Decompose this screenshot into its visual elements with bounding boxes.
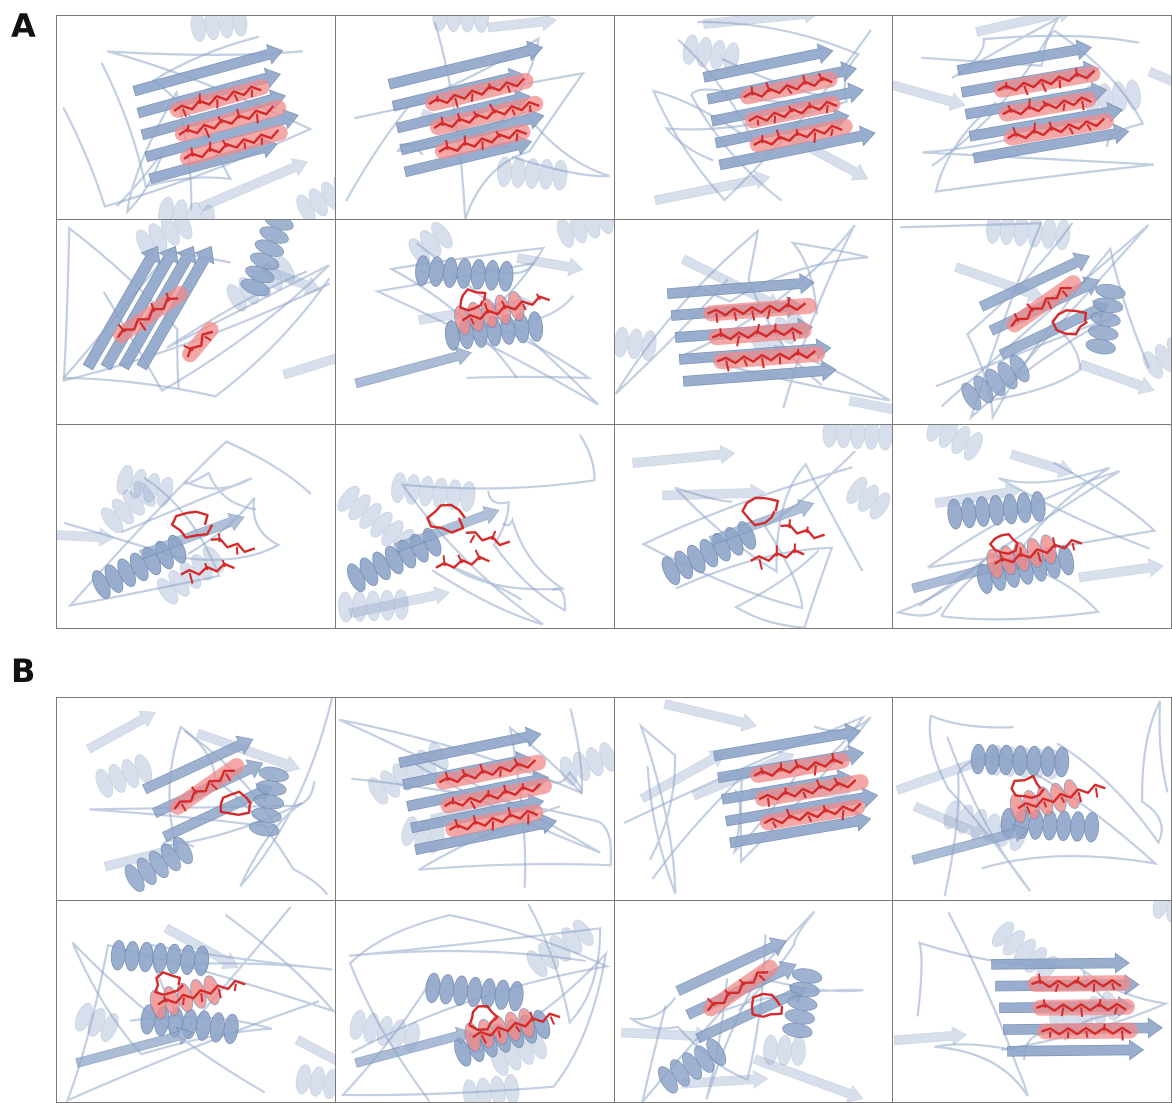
panel-a-structure-image-12 [893, 424, 1172, 629]
panel-a-structure-image-3 [614, 16, 894, 221]
panel-b-structure-image-7 [614, 900, 894, 1103]
panel-b-structure-image-2 [335, 698, 615, 901]
panel-a-structure-image-4 [893, 16, 1172, 221]
panel-b-grid [56, 697, 1172, 1103]
panel-b-structure-image-8 [893, 900, 1172, 1103]
panel-a-grid [56, 15, 1172, 629]
panel-b-structure-image-5 [57, 900, 336, 1103]
panel-b-structure-image-3 [614, 698, 894, 901]
panel-a-structure-image-11 [614, 424, 894, 629]
panel-a-structure-image-6 [335, 220, 615, 425]
panel-b-structure-image-1 [57, 698, 336, 901]
panel-a-structure-image-7 [614, 220, 894, 425]
panel-a-structure-image-1 [57, 16, 336, 221]
panel-b-structure-image-4 [893, 698, 1172, 901]
panel-label-a: A [11, 7, 36, 45]
panel-b-structure-image-6 [335, 900, 615, 1103]
panel-a-structure-image-8 [893, 220, 1172, 425]
panel-a-structure-image-5 [57, 220, 336, 425]
panel-a-structure-image-10 [335, 424, 615, 629]
panel-label-b: B [11, 652, 36, 690]
panel-a-structure-image-2 [335, 16, 615, 221]
panel-a-structure-image-9 [57, 424, 336, 629]
